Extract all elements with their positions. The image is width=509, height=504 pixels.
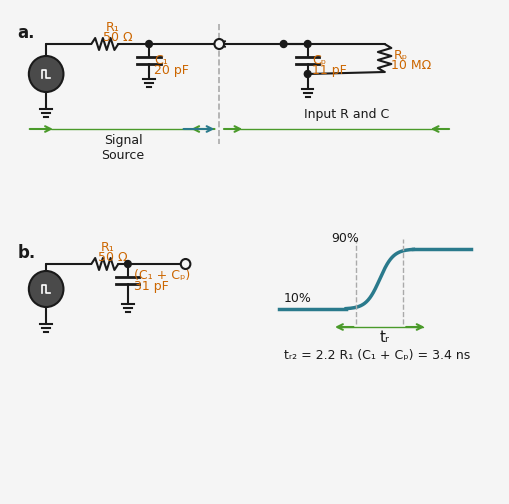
Text: Signal
Source: Signal Source <box>101 134 145 162</box>
Text: a.: a. <box>17 24 35 42</box>
Text: 50 Ω: 50 Ω <box>98 251 127 264</box>
Text: 50 Ω: 50 Ω <box>103 31 132 44</box>
Text: R₁: R₁ <box>105 21 119 34</box>
Text: Input R and C: Input R and C <box>303 108 388 121</box>
Text: 10%: 10% <box>283 292 311 305</box>
Circle shape <box>304 71 310 78</box>
Text: C₁: C₁ <box>154 54 167 67</box>
Circle shape <box>29 271 63 307</box>
Text: 31 pF: 31 pF <box>133 280 168 293</box>
Circle shape <box>304 40 310 47</box>
Circle shape <box>124 261 131 268</box>
Circle shape <box>146 40 152 47</box>
Text: Rₚ: Rₚ <box>393 49 408 62</box>
Text: 11 pF: 11 pF <box>312 64 347 77</box>
Text: b.: b. <box>17 244 36 262</box>
Circle shape <box>180 259 190 269</box>
Circle shape <box>29 56 63 92</box>
Text: (C₁ + Cₚ): (C₁ + Cₚ) <box>133 269 189 282</box>
Text: 90%: 90% <box>331 232 359 245</box>
Text: tᵣ: tᵣ <box>379 330 389 345</box>
Text: tᵣ₂ = 2.2 R₁ (C₁ + Cₚ) = 3.4 ns: tᵣ₂ = 2.2 R₁ (C₁ + Cₚ) = 3.4 ns <box>283 349 469 362</box>
Circle shape <box>214 39 223 49</box>
Text: 20 pF: 20 pF <box>154 64 188 77</box>
Text: 10 MΩ: 10 MΩ <box>390 59 431 72</box>
Text: Cₚ: Cₚ <box>312 54 326 67</box>
Circle shape <box>280 40 287 47</box>
Text: R₁: R₁ <box>101 241 115 254</box>
